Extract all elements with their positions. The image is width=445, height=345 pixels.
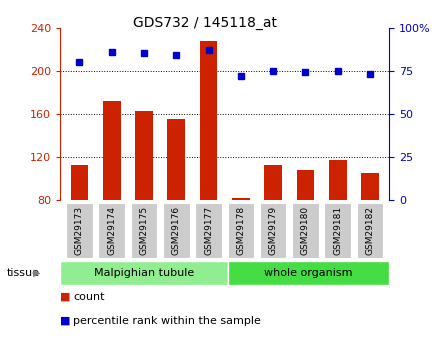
Bar [329,160,347,200]
FancyBboxPatch shape [60,261,228,285]
Text: Malpighian tubule: Malpighian tubule [94,268,194,278]
Text: ▶: ▶ [33,268,41,278]
Text: GSM29174: GSM29174 [107,206,116,255]
FancyBboxPatch shape [357,203,383,258]
Bar [167,119,185,200]
Text: ■: ■ [60,316,71,326]
Bar [264,165,282,200]
Text: GSM29176: GSM29176 [172,206,181,255]
Bar [200,41,218,200]
Bar [103,101,121,200]
Text: count: count [73,292,105,302]
Text: GSM29182: GSM29182 [365,206,375,255]
Text: GSM29178: GSM29178 [236,206,245,255]
Text: GSM29173: GSM29173 [75,206,84,255]
Bar [296,170,314,200]
Text: GSM29180: GSM29180 [301,206,310,255]
FancyBboxPatch shape [292,203,319,258]
Text: GSM29179: GSM29179 [269,206,278,255]
Bar [71,165,88,200]
Text: percentile rank within the sample: percentile rank within the sample [73,316,261,326]
Text: GSM29177: GSM29177 [204,206,213,255]
Text: GSM29181: GSM29181 [333,206,342,255]
Text: tissue: tissue [7,268,40,278]
FancyBboxPatch shape [228,261,389,285]
FancyBboxPatch shape [228,203,254,258]
FancyBboxPatch shape [66,203,93,258]
FancyBboxPatch shape [324,203,351,258]
Bar [232,198,250,200]
FancyBboxPatch shape [260,203,287,258]
FancyBboxPatch shape [195,203,222,258]
Bar [135,111,153,200]
FancyBboxPatch shape [131,203,157,258]
FancyBboxPatch shape [98,203,125,258]
Text: whole organism: whole organism [264,268,353,278]
FancyBboxPatch shape [163,203,190,258]
Text: GDS732 / 145118_at: GDS732 / 145118_at [133,16,277,30]
Text: GSM29175: GSM29175 [140,206,149,255]
Text: ■: ■ [60,292,71,302]
Bar [361,173,379,200]
